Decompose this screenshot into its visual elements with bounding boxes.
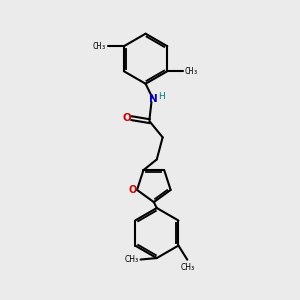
Text: H: H [158, 92, 165, 101]
Text: N: N [149, 94, 158, 104]
Text: CH₃: CH₃ [92, 42, 106, 51]
Text: CH₃: CH₃ [185, 67, 199, 76]
Text: CH₃: CH₃ [125, 255, 139, 264]
Text: O: O [128, 185, 136, 196]
Text: CH₃: CH₃ [180, 262, 194, 272]
Text: O: O [123, 113, 132, 123]
